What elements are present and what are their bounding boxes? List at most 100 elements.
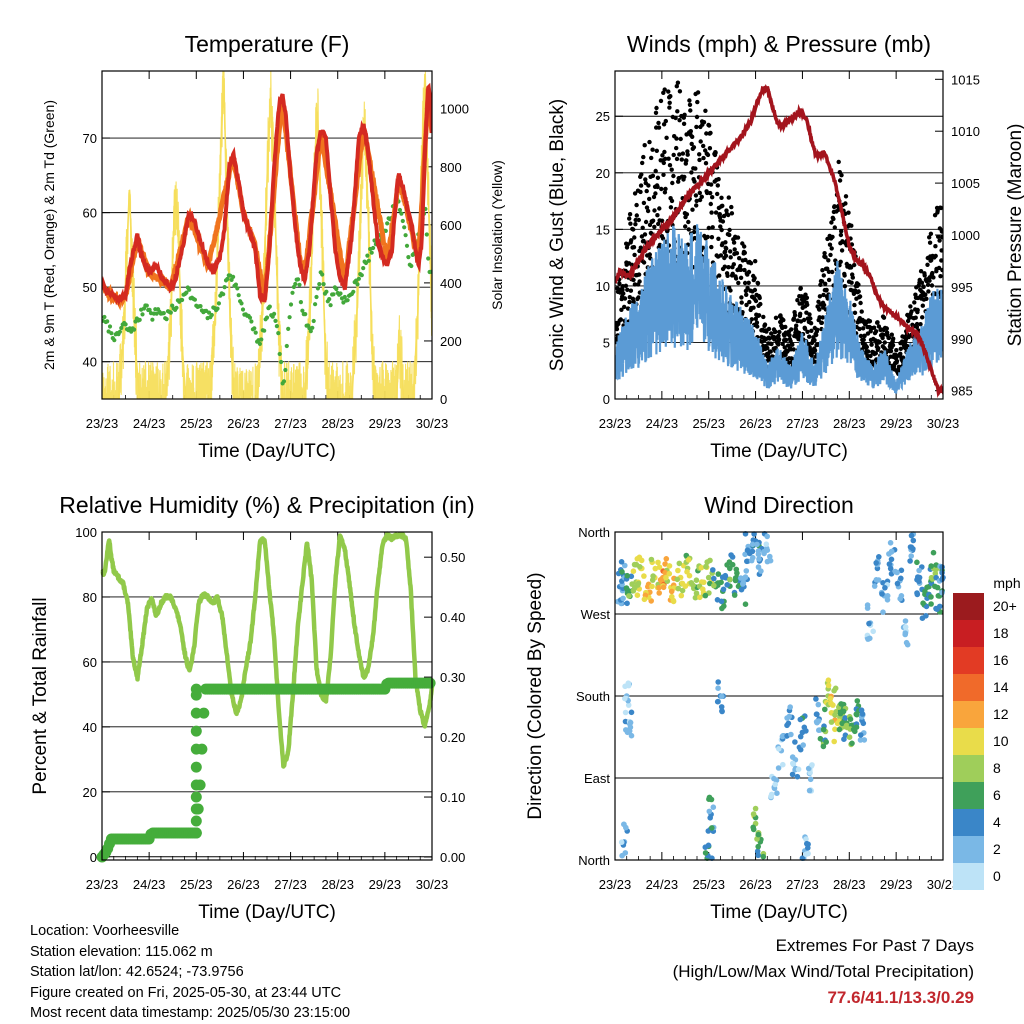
dewpoint-dot xyxy=(284,343,289,349)
direction-dot xyxy=(655,559,661,566)
temperature-y2tick-label: 200 xyxy=(440,334,462,349)
direction-dot xyxy=(898,575,904,582)
dewpoint-dot xyxy=(216,301,221,306)
humidity-chart: Relative Humidity (%) & Precipitation (i… xyxy=(30,492,475,923)
gust-dot xyxy=(731,240,737,245)
direction-dot xyxy=(823,739,829,745)
winds-series-group xyxy=(615,80,943,399)
direction-dot xyxy=(886,561,893,567)
dewpoint-dot xyxy=(281,379,287,384)
gust-dot xyxy=(852,262,857,268)
dewpoint-dot xyxy=(198,304,203,309)
dewpoint-dot xyxy=(283,367,288,373)
direction-dot xyxy=(750,826,757,833)
gust-dot xyxy=(726,212,731,218)
direction-dot xyxy=(755,564,762,570)
gust-dot xyxy=(864,344,869,350)
direction-dot xyxy=(779,733,786,740)
temperature-xtick-label: 27/23 xyxy=(274,416,307,431)
gust-dot xyxy=(873,329,879,334)
gust-dot xyxy=(621,291,626,296)
precip-dot xyxy=(424,677,436,689)
dewpoint-dot xyxy=(147,307,152,312)
direction-dot xyxy=(790,761,797,768)
temp-2m-line xyxy=(102,82,432,307)
gust-dot xyxy=(737,256,742,261)
gust-dot xyxy=(619,307,624,312)
gust-dot xyxy=(631,227,636,232)
gust-dot xyxy=(857,294,863,299)
dewpoint-dot xyxy=(331,292,336,297)
dewpoint-dot xyxy=(257,341,262,346)
gust-dot xyxy=(659,186,664,192)
direction-dot xyxy=(707,557,713,564)
gust-dot xyxy=(674,156,680,162)
gust-dot xyxy=(933,244,938,249)
station-latlon: Station lat/lon: 42.6524; -73.9756 xyxy=(30,964,244,980)
direction-dot xyxy=(663,556,670,562)
dewpoint-dot xyxy=(231,274,236,279)
dewpoint-dot xyxy=(174,305,179,310)
direction-dot xyxy=(763,541,770,547)
gust-dot xyxy=(798,285,803,291)
dewpoint-dot xyxy=(327,297,332,302)
gust-dot xyxy=(927,235,932,240)
direction-dot xyxy=(849,740,855,747)
legend-swatch xyxy=(953,809,984,836)
gust-dot xyxy=(735,235,741,240)
gust-dot xyxy=(701,155,706,161)
winds-y2tick-label: 990 xyxy=(951,332,973,347)
direction-dot xyxy=(897,595,903,602)
direction-dot xyxy=(690,582,696,589)
gust-dot xyxy=(673,115,678,121)
gust-dot xyxy=(851,291,857,296)
gust-dot xyxy=(677,118,682,123)
gust-dot xyxy=(738,267,744,272)
temperature-frame xyxy=(101,70,433,400)
gust-dot xyxy=(867,319,873,324)
gust-dot xyxy=(638,183,644,188)
direction-dot xyxy=(715,571,722,577)
gust-dot xyxy=(830,234,835,240)
dewpoint-dot xyxy=(180,297,185,303)
gust-dot xyxy=(688,108,693,113)
gust-dot xyxy=(625,306,631,311)
direction-dot xyxy=(887,540,894,546)
direction-dot xyxy=(882,585,888,591)
gust-dot xyxy=(719,195,724,200)
direction-dot xyxy=(806,787,813,794)
gust-dot xyxy=(690,134,695,139)
direction-ytick-label: South xyxy=(576,689,610,704)
direction-dot xyxy=(627,724,634,730)
legend-swatch xyxy=(953,620,984,647)
gust-dot xyxy=(821,292,826,298)
direction-dot xyxy=(656,590,662,596)
gust-dot xyxy=(877,339,882,345)
direction-dot xyxy=(733,566,740,573)
direction-dot xyxy=(815,718,822,724)
direction-dot xyxy=(846,734,853,740)
gust-dot xyxy=(809,353,814,358)
gust-dot xyxy=(818,282,823,287)
gust-dot xyxy=(644,188,649,194)
gust-dot xyxy=(919,280,925,285)
humidity-xtick-label: 27/23 xyxy=(274,877,307,892)
direction-dot xyxy=(755,843,761,850)
gust-dot xyxy=(705,234,710,240)
direction-dot xyxy=(656,564,663,570)
gust-dot xyxy=(631,245,637,250)
gust-dot xyxy=(627,212,633,217)
dewpoint-dot xyxy=(338,291,343,296)
temperature-y2tick-label: 400 xyxy=(440,276,462,291)
direction-dot xyxy=(880,580,886,586)
gust-dot xyxy=(650,173,656,178)
direction-dot xyxy=(928,601,934,607)
gust-dot xyxy=(713,150,718,155)
direction-dot xyxy=(710,567,716,573)
gust-dot xyxy=(646,183,651,188)
dewpoint-dot xyxy=(308,329,313,334)
gust-dot xyxy=(831,216,836,222)
direction-dot xyxy=(649,577,656,583)
humidity-ytick-label: 80 xyxy=(83,590,97,605)
